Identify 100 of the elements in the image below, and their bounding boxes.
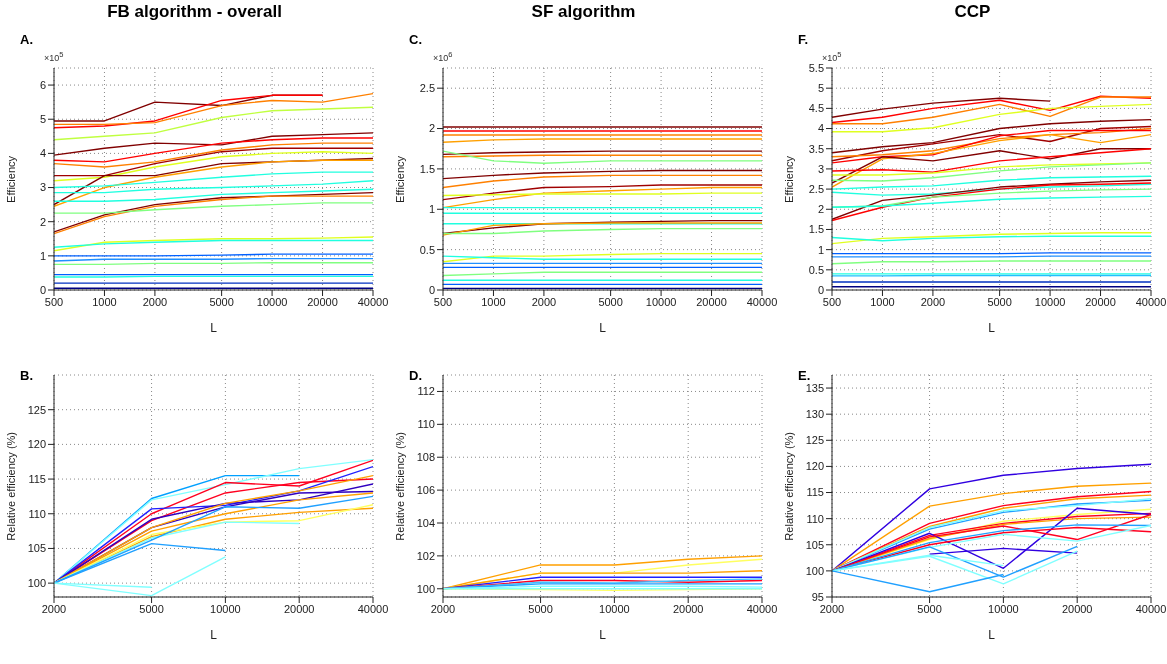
text: B.: [20, 368, 33, 383]
x-tick-label: 2000: [41, 602, 67, 615]
y-tick-label: 108: [416, 451, 435, 464]
y-tick-label: 110: [417, 418, 435, 431]
x-tick-label: 1000: [92, 295, 117, 308]
text: ×10$^{5}$: [44, 50, 64, 63]
y-tick-label: 100: [805, 564, 824, 577]
x-tick-label: 20000: [1085, 295, 1116, 308]
y-tick-label: 5: [39, 113, 46, 126]
y-tick-label: 1.5: [808, 223, 824, 236]
x-tick-label: 40000: [746, 602, 778, 615]
x-tick-label: 5000: [917, 602, 942, 615]
y-tick-label: 106: [416, 484, 435, 497]
y-axis-title: Efficiency: [394, 155, 406, 203]
y-tick-label: 4: [817, 122, 824, 135]
x-tick-label: 40000: [746, 295, 778, 308]
x-tick-label: 2000: [142, 295, 168, 308]
x-tick-label: 1000: [481, 295, 506, 308]
chart-title: CCP: [953, 2, 992, 22]
y-tick-label: 110: [28, 507, 46, 520]
y-tick-label: 0: [428, 283, 435, 296]
y-tick-label: 110: [806, 512, 824, 525]
text: A.: [20, 32, 33, 47]
y-tick-label: 100: [416, 582, 435, 595]
y-tick-label: 130: [805, 408, 824, 421]
y-tick-label: 125: [805, 434, 824, 447]
x-tick-label: 2000: [430, 602, 456, 615]
x-tick-label: 10000: [210, 602, 241, 615]
x-tick-label: 10000: [256, 295, 288, 308]
chart-title: FB algorithm - overall: [106, 2, 283, 22]
text: ×10$^{5}$: [822, 50, 842, 63]
y-tick-label: 5.5: [808, 61, 824, 74]
y-tick-label: 3: [39, 181, 46, 194]
y-tick-label: 104: [416, 516, 435, 529]
x-tick-label: 5000: [528, 602, 553, 615]
x-tick-label: 10000: [1034, 295, 1066, 308]
y-tick-label: 2.5: [419, 82, 435, 95]
text: F.: [798, 32, 809, 47]
y-tick-label: 1: [428, 203, 435, 216]
x-tick-label: 500: [433, 295, 453, 308]
x-axis-title: L: [599, 628, 607, 642]
y-tick-label: 112: [417, 385, 435, 398]
x-tick-label: 20000: [672, 602, 704, 615]
x-tick-label: 40000: [357, 602, 389, 615]
y-tick-label: 1.5: [419, 162, 435, 175]
x-tick-label: 5000: [209, 295, 234, 308]
y-tick-label: 4: [39, 147, 46, 160]
y-tick-label: 1: [817, 243, 824, 256]
y-tick-label: 95: [811, 590, 824, 603]
text: D.: [409, 368, 422, 383]
y-tick-label: 2.5: [808, 183, 824, 195]
y-tick-label: 0.5: [419, 243, 435, 256]
y-tick-label: 3: [817, 162, 824, 175]
text: ×10$^{6}$: [433, 50, 453, 63]
y-tick-label: 120: [805, 460, 824, 473]
y-axis-title: Relative efficiency (%): [783, 431, 795, 541]
y-tick-label: 135: [805, 381, 824, 394]
y-axis-title: Relative efficiency (%): [394, 431, 406, 541]
y-tick-label: 120: [27, 438, 46, 451]
y-tick-label: 0: [817, 283, 824, 296]
y-tick-label: 4.5: [808, 102, 824, 115]
y-axis-title: Relative efficiency (%): [5, 431, 17, 541]
y-tick-label: 125: [27, 403, 46, 416]
x-tick-label: 2000: [819, 602, 845, 615]
x-tick-label: 500: [44, 295, 64, 308]
y-tick-label: 0: [39, 283, 46, 296]
x-tick-label: 20000: [696, 295, 727, 308]
y-axis-title: Efficiency: [5, 155, 17, 203]
y-tick-label: 1: [39, 249, 46, 262]
y-tick-label: 2: [39, 215, 46, 228]
x-tick-label: 40000: [357, 295, 389, 308]
x-tick-label: 20000: [283, 602, 315, 615]
y-tick-label: 0.5: [808, 263, 824, 276]
x-axis-title: L: [988, 628, 996, 642]
x-tick-label: 10000: [645, 295, 677, 308]
y-tick-label: 2: [817, 203, 824, 216]
text: C.: [409, 32, 422, 47]
y-tick-label: 115: [28, 472, 46, 485]
x-tick-label: 10000: [988, 602, 1019, 615]
x-tick-label: 2000: [531, 295, 557, 308]
x-tick-label: 10000: [599, 602, 630, 615]
y-tick-label: 115: [806, 486, 824, 499]
y-tick-label: 105: [27, 542, 46, 555]
y-tick-label: 5: [817, 82, 824, 95]
chart-title: SF algorithm: [530, 2, 637, 22]
x-tick-label: 40000: [1135, 295, 1167, 308]
y-tick-label: 3.5: [808, 142, 824, 155]
x-axis-title: L: [599, 321, 607, 335]
x-axis-title: L: [210, 628, 218, 642]
x-axis-title: L: [210, 321, 218, 335]
x-tick-label: 500: [822, 295, 842, 308]
y-tick-label: 2: [428, 122, 435, 135]
x-tick-label: 1000: [870, 295, 895, 308]
x-tick-label: 20000: [307, 295, 338, 308]
y-tick-label: 105: [805, 538, 824, 551]
y-axis-title: Efficiency: [783, 155, 795, 203]
x-tick-label: 40000: [1135, 602, 1167, 615]
y-tick-label: 6: [39, 78, 46, 91]
x-tick-label: 5000: [139, 602, 164, 615]
x-tick-label: 2000: [920, 295, 946, 308]
